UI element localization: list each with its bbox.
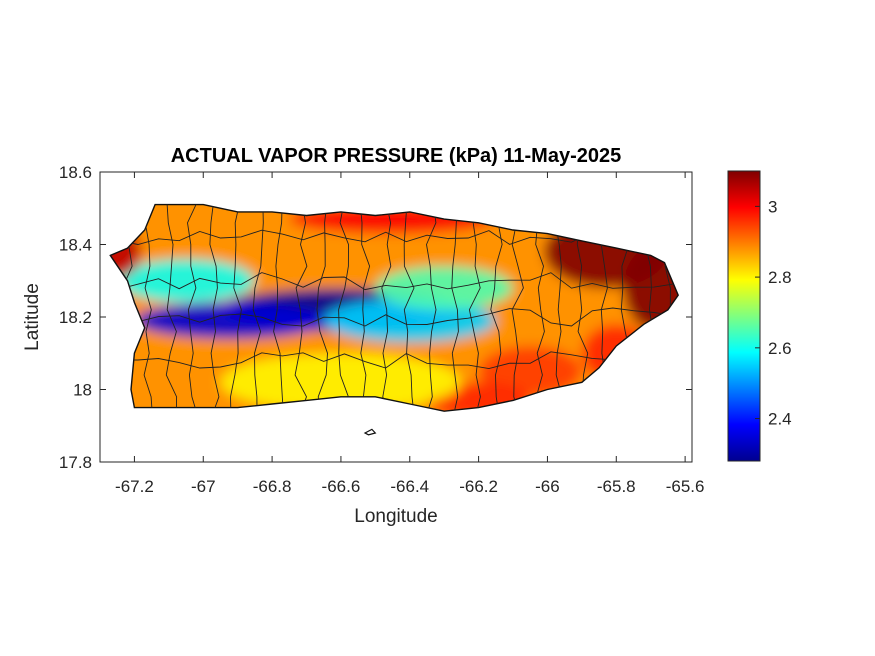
boundary-line-v4 <box>209 204 220 412</box>
boundary-line-v9 <box>316 204 328 412</box>
boundary-line-v14 <box>424 204 437 412</box>
colorbar-tick-label: 3 <box>768 197 777 216</box>
boundary-line-v11 <box>359 204 371 412</box>
y-tick-label: 18.6 <box>59 163 92 182</box>
plot-area: -67.2 -67 -66.8 -66.6 -66.4 -66.2 -66 -65.8 -65.… <box>59 163 705 496</box>
x-tick-label: -66.2 <box>459 477 498 496</box>
boundary-line-v15 <box>451 204 459 412</box>
boundary-line-h0 <box>117 351 679 370</box>
y-axis-label: Latitude <box>22 283 43 351</box>
boundary-line-v10 <box>338 204 349 412</box>
boundary-line-v20 <box>555 204 567 412</box>
colorbar-ticks: 2.4 2.6 2.8 3 <box>755 197 792 429</box>
x-tick-label: -65.6 <box>666 477 705 496</box>
boundary-line-v3 <box>187 204 199 412</box>
x-tick-label: -67.2 <box>115 477 154 496</box>
x-axis-label: Longitude <box>354 506 437 527</box>
y-axis-ticks: 17.8 18 18.2 18.4 18.6 <box>59 163 692 472</box>
colorbar: 2.4 2.6 2.8 3 <box>727 170 792 462</box>
chart-title: ACTUAL VAPOR PRESSURE (kPa) 11-May-2025 <box>171 145 622 167</box>
field-region-1 <box>134 302 328 339</box>
colorbar-tick-label: 2.4 <box>768 410 792 429</box>
x-axis-ticks: -67.2 -67 -66.8 -66.6 -66.4 -66.2 -66 -65.8 -65.… <box>115 172 704 496</box>
boundary-line-v2 <box>165 204 178 412</box>
boundary-line-v16 <box>468 204 481 412</box>
vapor-pressure-field <box>110 204 679 412</box>
x-tick-label: -66.6 <box>322 477 361 496</box>
field-region-9 <box>478 346 582 397</box>
y-tick-label: 18.2 <box>59 308 92 327</box>
small-island-0 <box>363 428 377 436</box>
x-tick-label: -66.4 <box>390 477 429 496</box>
x-tick-label: -66.8 <box>253 477 292 496</box>
field-region-3 <box>117 259 255 303</box>
boundary-line-v18 <box>511 204 524 412</box>
colorbar-tick-label: 2.6 <box>768 339 792 358</box>
boundary-line-h1 <box>117 307 679 327</box>
boundary-line-v6 <box>252 204 264 412</box>
field-region-2 <box>323 298 496 343</box>
colorbar-tick-label: 2.8 <box>768 268 792 287</box>
boundary-line-v13 <box>403 204 416 412</box>
boundary-line-h2 <box>117 272 679 291</box>
boundary-line-v8 <box>294 204 308 412</box>
x-tick-label: -66 <box>535 477 560 496</box>
y-tick-label: 18 <box>73 381 92 400</box>
y-tick-label: 17.8 <box>59 453 92 472</box>
x-tick-label: -65.8 <box>597 477 636 496</box>
boundary-line-v12 <box>381 204 392 412</box>
boundary-line-v7 <box>273 204 285 412</box>
x-tick-label: -67 <box>191 477 216 496</box>
y-tick-label: 18.4 <box>59 236 92 255</box>
colorbar-gradient <box>727 170 761 462</box>
boundary-line-v17 <box>490 204 503 412</box>
boundary-line-v1 <box>143 204 154 412</box>
coastline <box>109 203 679 412</box>
